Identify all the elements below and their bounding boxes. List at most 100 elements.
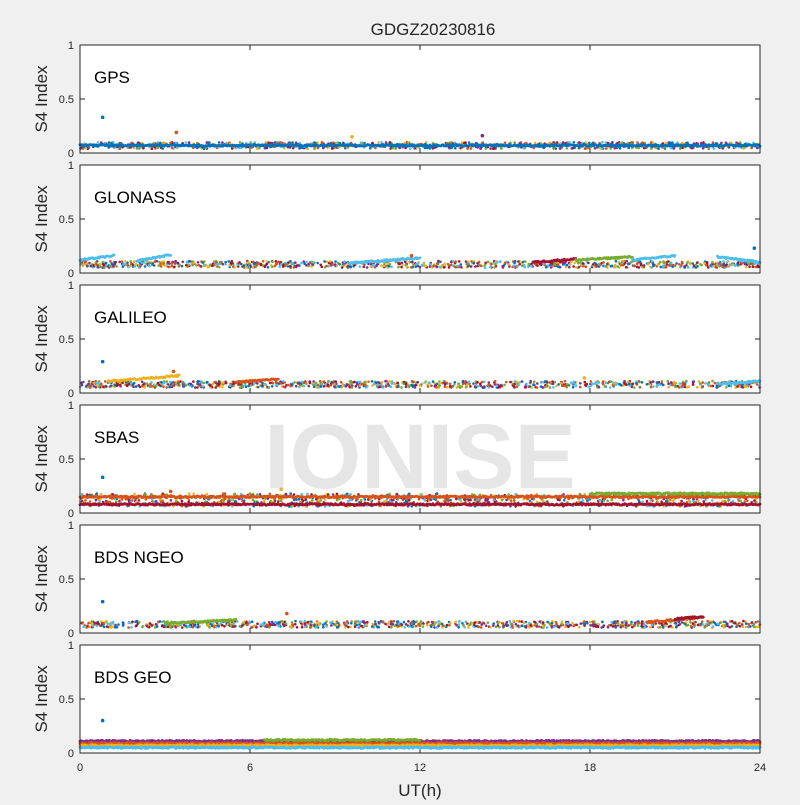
data-point <box>387 263 390 266</box>
data-point <box>707 266 710 269</box>
data-point <box>432 265 435 268</box>
data-point <box>320 385 323 388</box>
data-point <box>476 262 479 265</box>
data-point <box>158 264 161 267</box>
panel-label: GALILEO <box>94 308 167 327</box>
data-point <box>485 147 488 150</box>
data-point <box>355 385 358 388</box>
data-point <box>243 499 246 502</box>
panel-label: GLONASS <box>94 188 176 207</box>
y-axis-label: S4 Index <box>32 305 51 373</box>
data-point <box>338 385 341 388</box>
data-point <box>271 261 274 264</box>
data-point <box>529 385 532 388</box>
data-point <box>257 386 260 389</box>
data-point <box>435 266 438 269</box>
data-point <box>454 381 457 384</box>
data-point <box>646 500 649 503</box>
data-point <box>104 380 107 383</box>
data-point <box>384 380 387 383</box>
data-point <box>622 260 625 263</box>
data-point <box>181 500 184 503</box>
data-point <box>293 266 296 269</box>
data-point <box>289 260 292 263</box>
data-point <box>408 261 411 264</box>
data-point <box>265 141 268 144</box>
data-point <box>585 265 588 268</box>
data-point <box>261 385 264 388</box>
data-point <box>359 381 362 384</box>
data-point <box>305 261 308 264</box>
data-point <box>668 500 671 503</box>
data-point <box>229 384 232 387</box>
data-point <box>702 141 705 144</box>
data-point <box>524 260 527 263</box>
data-point <box>430 384 433 387</box>
data-point <box>625 260 628 263</box>
data-point <box>447 263 450 266</box>
data-point <box>85 385 88 388</box>
data-point <box>294 261 297 264</box>
data-point <box>396 382 399 385</box>
data-point <box>119 385 122 388</box>
data-point <box>341 383 344 386</box>
data-point <box>172 381 175 384</box>
data-point <box>611 381 614 384</box>
data-point <box>414 384 417 387</box>
data-point <box>460 266 463 269</box>
data-point <box>239 386 242 389</box>
data-point <box>181 265 184 268</box>
data-point <box>638 266 641 269</box>
data-point <box>303 381 306 384</box>
data-point <box>208 383 211 386</box>
data-point <box>351 386 354 389</box>
data-point <box>613 384 616 387</box>
data-point <box>197 261 200 264</box>
data-point <box>746 500 749 503</box>
data-point <box>438 384 441 387</box>
data-point <box>462 381 465 384</box>
data-point <box>191 384 194 387</box>
data-point <box>710 385 713 388</box>
data-point <box>166 265 169 268</box>
data-point <box>360 142 363 145</box>
data-point <box>494 380 497 383</box>
data-point <box>270 142 273 145</box>
outlier-point <box>481 134 485 138</box>
data-point <box>278 266 281 269</box>
data-point <box>622 499 625 502</box>
data-point <box>84 147 87 150</box>
y-tick-label: 1 <box>68 160 74 172</box>
data-point <box>211 265 214 268</box>
data-point <box>485 262 488 265</box>
data-point <box>685 380 688 383</box>
data-point <box>651 381 654 384</box>
data-point <box>545 385 548 388</box>
data-point <box>182 381 185 384</box>
data-point <box>516 265 519 268</box>
data-point <box>248 263 251 266</box>
data-point <box>443 266 446 269</box>
data-point <box>435 386 438 389</box>
data-point <box>222 499 225 502</box>
data-point <box>324 383 327 386</box>
data-point <box>581 499 584 502</box>
data-point <box>705 264 708 267</box>
data-point <box>464 381 467 384</box>
data-point <box>441 264 444 267</box>
data-point <box>563 262 566 265</box>
data-point <box>312 380 315 383</box>
data-point <box>720 263 723 266</box>
data-point <box>295 385 298 388</box>
data-point <box>598 263 601 266</box>
data-point <box>524 386 527 389</box>
data-point <box>195 264 198 267</box>
data-point <box>429 263 432 266</box>
y-tick-label: 0.5 <box>59 334 74 346</box>
data-point <box>333 385 336 388</box>
data-point <box>701 381 704 384</box>
data-point <box>303 262 306 265</box>
data-point <box>756 383 759 386</box>
data-point <box>631 383 634 386</box>
data-point <box>652 142 655 145</box>
